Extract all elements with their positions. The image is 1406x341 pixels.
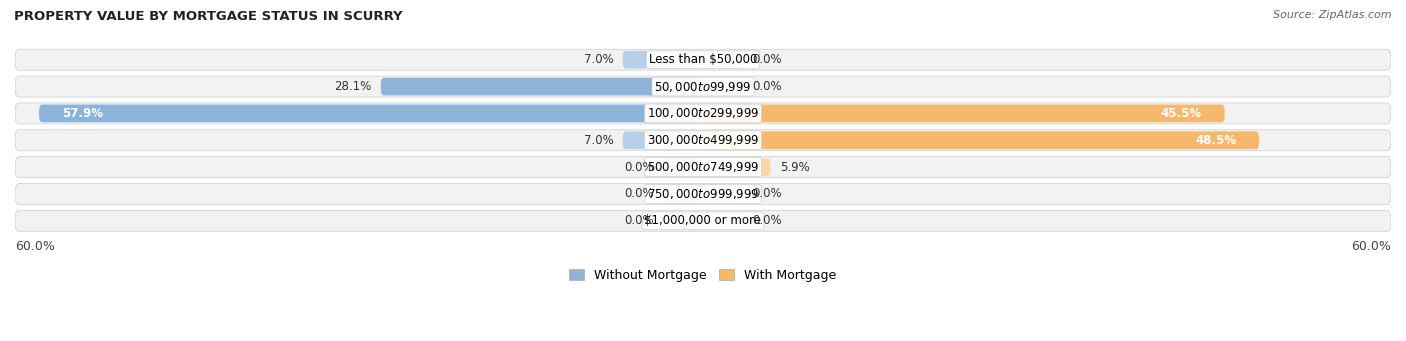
Text: $100,000 to $299,999: $100,000 to $299,999 [647, 106, 759, 120]
FancyBboxPatch shape [703, 105, 1225, 122]
Text: 60.0%: 60.0% [1351, 240, 1391, 253]
FancyBboxPatch shape [662, 185, 703, 203]
Text: $1,000,000 or more: $1,000,000 or more [644, 214, 762, 227]
Text: 0.0%: 0.0% [752, 80, 782, 93]
Text: 0.0%: 0.0% [752, 214, 782, 227]
Text: 7.0%: 7.0% [583, 53, 613, 66]
FancyBboxPatch shape [15, 49, 1391, 70]
Text: 7.0%: 7.0% [583, 134, 613, 147]
Text: $750,000 to $999,999: $750,000 to $999,999 [647, 187, 759, 201]
Text: 0.0%: 0.0% [752, 53, 782, 66]
FancyBboxPatch shape [703, 185, 744, 203]
Text: 45.5%: 45.5% [1161, 107, 1202, 120]
Text: 0.0%: 0.0% [624, 188, 654, 201]
Text: PROPERTY VALUE BY MORTGAGE STATUS IN SCURRY: PROPERTY VALUE BY MORTGAGE STATUS IN SCU… [14, 10, 402, 23]
FancyBboxPatch shape [15, 130, 1391, 151]
FancyBboxPatch shape [703, 51, 744, 69]
Text: $500,000 to $749,999: $500,000 to $749,999 [647, 160, 759, 174]
FancyBboxPatch shape [15, 210, 1391, 231]
FancyBboxPatch shape [15, 183, 1391, 205]
Text: 0.0%: 0.0% [624, 214, 654, 227]
Text: Source: ZipAtlas.com: Source: ZipAtlas.com [1274, 10, 1392, 20]
Text: 57.9%: 57.9% [62, 107, 103, 120]
Text: 0.0%: 0.0% [752, 188, 782, 201]
Text: Less than $50,000: Less than $50,000 [648, 53, 758, 66]
FancyBboxPatch shape [15, 157, 1391, 178]
Legend: Without Mortgage, With Mortgage: Without Mortgage, With Mortgage [564, 264, 842, 287]
FancyBboxPatch shape [623, 51, 703, 69]
FancyBboxPatch shape [662, 212, 703, 230]
FancyBboxPatch shape [15, 103, 1391, 124]
FancyBboxPatch shape [703, 158, 770, 176]
FancyBboxPatch shape [39, 105, 703, 122]
Text: $50,000 to $99,999: $50,000 to $99,999 [654, 79, 752, 93]
FancyBboxPatch shape [381, 78, 703, 95]
Text: 60.0%: 60.0% [15, 240, 55, 253]
FancyBboxPatch shape [662, 158, 703, 176]
FancyBboxPatch shape [703, 212, 744, 230]
Text: 0.0%: 0.0% [624, 161, 654, 174]
FancyBboxPatch shape [15, 76, 1391, 97]
Text: 5.9%: 5.9% [780, 161, 810, 174]
FancyBboxPatch shape [703, 78, 744, 95]
FancyBboxPatch shape [623, 131, 703, 149]
Text: 48.5%: 48.5% [1195, 134, 1236, 147]
Text: $300,000 to $499,999: $300,000 to $499,999 [647, 133, 759, 147]
Text: 28.1%: 28.1% [335, 80, 371, 93]
FancyBboxPatch shape [703, 131, 1260, 149]
